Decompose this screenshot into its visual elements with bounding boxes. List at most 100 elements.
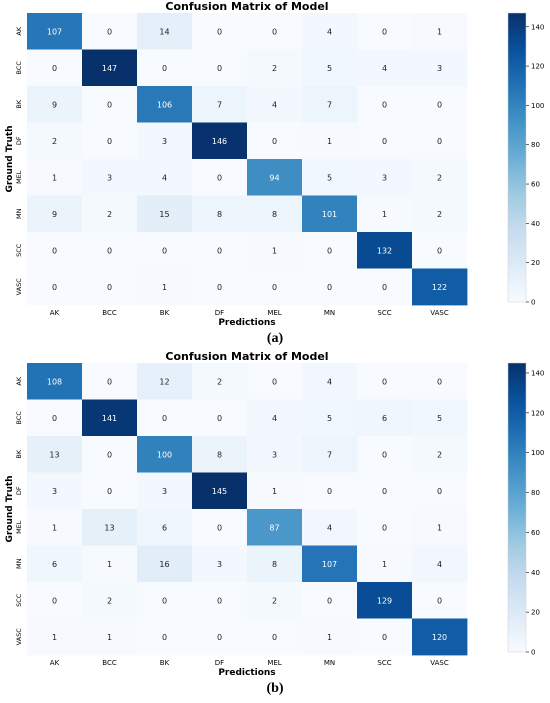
heatmap-cell	[82, 195, 138, 233]
heatmap-cell	[137, 159, 193, 196]
cell-value-label: 2	[437, 173, 442, 182]
heatmap-cell	[412, 13, 468, 50]
heatmap-cell	[412, 618, 468, 656]
heatmap-cell	[192, 268, 248, 306]
heatmap-cell	[302, 268, 358, 306]
heatmap-cell	[357, 122, 413, 160]
heatmap-cell	[247, 399, 303, 437]
cell-value-label: 4	[272, 414, 277, 423]
heatmap-cell	[27, 49, 83, 87]
cell-value-label: 0	[437, 377, 442, 386]
heatmap-cell	[302, 436, 358, 473]
cell-value-label: 101	[322, 210, 337, 219]
colorbar	[507, 362, 527, 653]
heatmap-cell	[137, 582, 193, 619]
y-tick-label: MEL	[15, 520, 23, 534]
y-tick-label: BCC	[15, 61, 23, 75]
heatmap-cell	[192, 159, 248, 196]
heatmap-cell	[137, 472, 193, 510]
heatmap-cell	[247, 436, 303, 473]
heatmap-cell	[27, 582, 83, 619]
x-axis-label: Predictions	[218, 668, 275, 678]
cell-value-label: 0	[52, 283, 57, 292]
heatmap-cell	[192, 195, 248, 233]
cell-value-label: 1	[107, 560, 112, 569]
cell-value-label: 2	[107, 596, 112, 605]
heatmap-cell	[27, 13, 83, 50]
heatmap-cell	[27, 159, 83, 196]
cell-value-label: 7	[327, 450, 332, 459]
cell-value-label: 12	[159, 377, 169, 386]
heatmap-cell	[27, 545, 83, 583]
heatmap-cell	[302, 363, 358, 400]
heatmap-cell	[82, 49, 138, 87]
cell-value-label: 147	[102, 64, 117, 73]
cell-value-label: 4	[327, 27, 332, 36]
heatmap-cell	[82, 545, 138, 583]
heatmap-cell	[192, 122, 248, 160]
y-axis-label: Ground Truth	[5, 475, 15, 542]
heatmap-cell	[192, 509, 248, 546]
heatmap-cell	[247, 232, 303, 269]
cell-value-label: 2	[437, 210, 442, 219]
x-tick-label: AK	[50, 309, 60, 317]
heatmap-cell	[412, 122, 468, 160]
heatmap-cell	[82, 268, 138, 306]
cell-value-label: 0	[382, 137, 387, 146]
cell-value-label: 106	[157, 100, 172, 109]
heatmap-cell	[357, 436, 413, 473]
heatmap-cell	[302, 545, 358, 583]
heatmap-cell	[192, 232, 248, 269]
heatmap-cell	[137, 232, 193, 269]
cell-value-label: 0	[162, 414, 167, 423]
x-tick-label: MEL	[267, 659, 281, 667]
cell-value-label: 5	[327, 414, 332, 423]
heatmap-cell	[27, 86, 83, 123]
cell-value-label: 1	[272, 487, 277, 496]
heatmap-cell	[27, 509, 83, 546]
y-tick-label: DF	[15, 136, 23, 145]
cell-value-label: 107	[322, 560, 337, 569]
cell-value-label: 3	[217, 560, 222, 569]
heatmap-cell	[192, 363, 248, 400]
cell-value-label: 141	[102, 414, 117, 423]
heatmap-cell	[247, 545, 303, 583]
cell-value-label: 8	[272, 210, 277, 219]
heatmap-cell	[412, 472, 468, 510]
cell-value-label: 0	[52, 246, 57, 255]
cell-value-label: 5	[327, 173, 332, 182]
heatmap-cell	[192, 86, 248, 123]
cell-value-label: 0	[382, 377, 387, 386]
heatmap-cell	[82, 13, 138, 50]
x-tick-label: MEL	[267, 309, 281, 317]
cell-value-label: 107	[47, 27, 62, 36]
colorbar	[507, 12, 527, 303]
cell-value-label: 0	[272, 283, 277, 292]
cell-value-label: 0	[162, 596, 167, 605]
heatmap-cell	[412, 509, 468, 546]
heatmap-cell	[82, 122, 138, 160]
cell-value-label: 3	[107, 173, 112, 182]
heatmap-cell	[412, 545, 468, 583]
heatmap-cell	[302, 232, 358, 269]
heatmap-cell	[192, 618, 248, 656]
cell-value-label: 2	[217, 377, 222, 386]
cell-value-label: 0	[217, 596, 222, 605]
heatmap-cell	[192, 49, 248, 87]
heatmap-cell	[82, 363, 138, 400]
cell-value-label: 9	[52, 210, 57, 219]
colorbar-tick-label: 60	[531, 529, 540, 537]
heatmap-cell	[82, 582, 138, 619]
heatmap-cell	[412, 232, 468, 269]
cell-value-label: 0	[107, 27, 112, 36]
heatmap-cell	[137, 509, 193, 546]
cell-value-label: 0	[327, 596, 332, 605]
heatmap-cell	[27, 472, 83, 510]
cell-value-label: 129	[377, 596, 392, 605]
cell-value-label: 3	[382, 173, 387, 182]
heatmap-cell	[412, 195, 468, 233]
cell-value-label: 4	[327, 377, 332, 386]
cell-value-label: 0	[217, 633, 222, 642]
cell-value-label: 0	[272, 377, 277, 386]
